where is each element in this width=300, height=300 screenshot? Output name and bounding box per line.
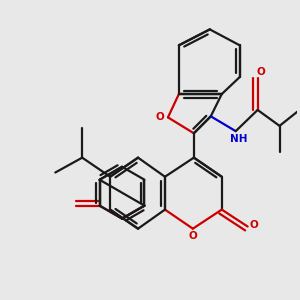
Text: O: O xyxy=(188,231,197,241)
Text: O: O xyxy=(249,220,258,230)
Text: NH: NH xyxy=(230,134,248,143)
Text: O: O xyxy=(155,112,164,122)
Text: O: O xyxy=(256,67,265,77)
